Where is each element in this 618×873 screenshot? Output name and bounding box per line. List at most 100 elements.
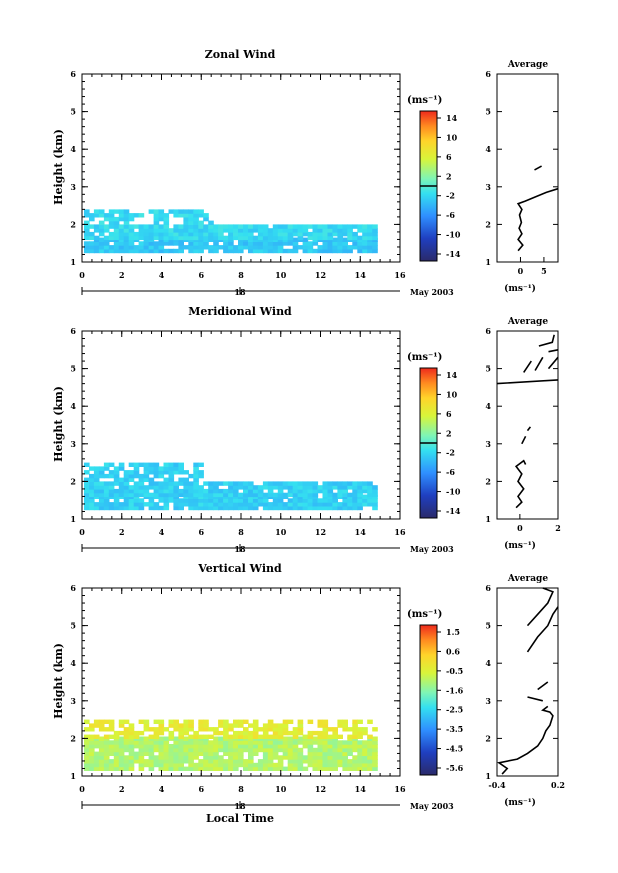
heatmap-cell — [267, 727, 274, 732]
heatmap-cell — [123, 766, 130, 771]
heatmap-cell — [262, 751, 269, 756]
heatmap-cell — [332, 485, 338, 490]
heatmap-cell — [178, 498, 184, 503]
heatmap-cell — [193, 492, 199, 498]
heatmap-cell — [213, 505, 219, 511]
heatmap-cell — [89, 766, 95, 771]
colorbar-tick-label: -4.5 — [446, 744, 463, 754]
heatmap-cell — [113, 762, 120, 768]
heatmap-cell — [362, 759, 368, 764]
heatmap-cell — [193, 751, 199, 756]
heatmap-cell — [327, 505, 334, 511]
heatmap-cell — [282, 736, 289, 741]
heatmap-cell — [118, 213, 125, 218]
heatmap-cell — [128, 231, 135, 237]
heatmap-cell — [84, 209, 90, 214]
heatmap-cell — [133, 485, 140, 490]
heatmap-cell — [84, 498, 90, 503]
heatmap-cell — [322, 730, 329, 736]
heatmap-cell — [238, 747, 244, 753]
heatmap-cell — [287, 730, 294, 736]
heatmap-cell — [362, 488, 368, 494]
heatmap-cell — [292, 228, 299, 233]
heatmap-cell — [163, 470, 170, 475]
heatmap-cell — [347, 502, 353, 507]
heatmap-cell — [327, 759, 334, 764]
heatmap-cell — [332, 727, 338, 732]
colorbar-tick-label: 1.5 — [446, 627, 460, 637]
heatmap-cell — [113, 747, 120, 753]
heatmap-cell — [312, 759, 319, 764]
heatmap-cell — [267, 751, 274, 756]
heatmap-cell — [118, 466, 125, 471]
heatmap-cell — [233, 755, 239, 760]
heatmap-cell — [203, 759, 209, 764]
heatmap-cell — [347, 224, 353, 229]
heatmap-cell — [352, 744, 358, 749]
heatmap-cell — [262, 762, 269, 768]
heatmap-cell — [163, 766, 170, 771]
heatmap-cell — [228, 751, 234, 756]
heatmap-cell — [342, 744, 348, 749]
heatmap-cell — [183, 744, 189, 749]
heatmap-cell — [228, 231, 234, 237]
heatmap-cell — [103, 502, 110, 507]
heatmap-cell — [228, 762, 234, 768]
heatmap-cell — [123, 228, 130, 233]
heatmap-cell — [178, 740, 184, 745]
heatmap-cell — [128, 216, 135, 222]
heatmap-cell — [243, 488, 249, 494]
heatmap-cell — [223, 502, 229, 507]
heatmap-cell — [238, 505, 244, 511]
heatmap-cell — [322, 245, 329, 250]
heatmap-cell — [233, 730, 239, 736]
heatmap-cell — [347, 505, 353, 511]
heatmap-cell — [213, 488, 219, 494]
heatmap-cell — [118, 736, 125, 741]
heatmap-cell — [158, 730, 165, 736]
heatmap-cell — [332, 248, 338, 254]
x-axis-label: Local Time — [206, 812, 274, 825]
heatmap-cell — [178, 470, 184, 475]
heatmap-cell — [243, 224, 249, 229]
x-tick-label: 0 — [79, 270, 85, 280]
heatmap-cell — [252, 747, 259, 753]
heatmap-cell — [108, 470, 115, 475]
profile-line — [514, 459, 527, 509]
heatmap-cell — [123, 231, 130, 237]
profile-y-tick-label: 4 — [485, 401, 491, 411]
heatmap-cell — [173, 209, 179, 214]
heatmap-cell — [287, 492, 294, 498]
heatmap-cell — [357, 498, 363, 503]
x-tick-label: 12 — [315, 784, 326, 794]
heatmap-cell — [173, 462, 179, 467]
heatmap-cell — [123, 477, 130, 482]
heatmap-cell — [128, 245, 135, 250]
heatmap-cell — [252, 766, 259, 771]
heatmap-cell — [158, 481, 165, 486]
heatmap-cell — [267, 734, 274, 739]
heatmap-cell — [362, 228, 368, 233]
heatmap-cell — [143, 727, 150, 732]
heatmap-cell — [108, 727, 115, 732]
heatmap-cell — [153, 248, 160, 254]
heatmap-cell — [198, 231, 204, 237]
heatmap-cell — [153, 492, 160, 498]
heatmap-cell — [292, 766, 299, 771]
panel-title: Zonal Wind — [205, 48, 276, 61]
heatmap-cell — [153, 740, 160, 745]
x-tick-label: 0 — [79, 784, 85, 794]
heatmap-cell — [272, 231, 279, 237]
heatmap-cell — [133, 734, 140, 739]
heatmap-cell — [233, 766, 239, 771]
heatmap-cell — [168, 734, 175, 739]
profile-line — [526, 587, 554, 627]
heatmap-cell — [292, 231, 299, 237]
heatmap-cell — [297, 730, 304, 736]
heatmap-cell — [218, 736, 224, 741]
heatmap-cell — [243, 235, 249, 241]
heatmap-cell — [228, 755, 234, 760]
heatmap-cell — [282, 740, 289, 745]
heatmap-cell — [168, 730, 175, 736]
